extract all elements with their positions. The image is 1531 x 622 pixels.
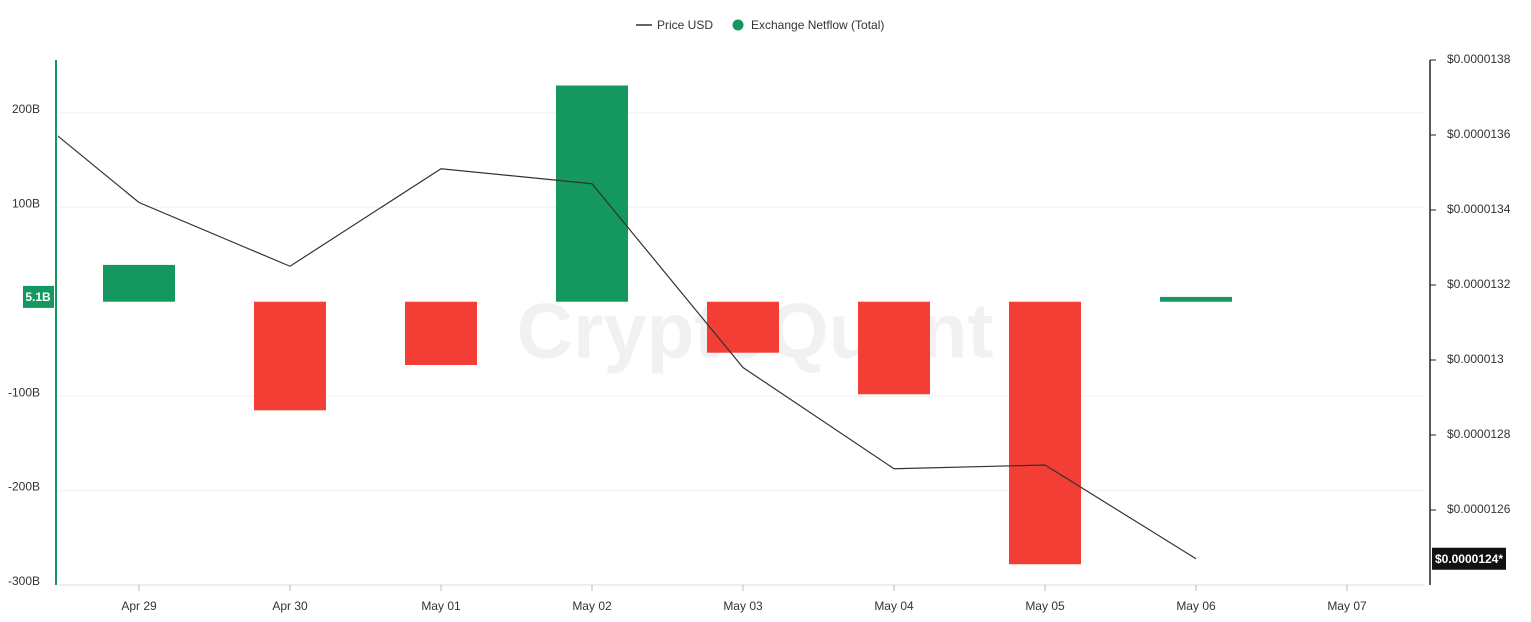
x-tick-label: May 02: [572, 599, 612, 613]
y2-tick-label: $0.0000138: [1447, 52, 1511, 66]
y-tick-label: 100B: [12, 196, 40, 210]
y-tick-label: -100B: [8, 385, 40, 399]
bar: [858, 301, 930, 395]
x-tick-label: May 07: [1327, 599, 1367, 613]
y-tick-label: -300B: [8, 574, 40, 588]
y2-tick-label: $0.0000128: [1447, 427, 1511, 441]
x-tick-label: May 04: [874, 599, 914, 613]
current-netflow-label: 5.1B: [25, 290, 51, 304]
current-price-label: $0.0000124*: [1435, 552, 1503, 566]
bar: [405, 301, 477, 365]
plot-area: [58, 85, 1232, 565]
x-tick-label: Apr 29: [121, 599, 157, 613]
bar: [1160, 296, 1232, 302]
legend-label: Price USD: [657, 18, 713, 32]
x-tick-label: May 03: [723, 599, 763, 613]
bar: [254, 301, 326, 411]
y-tick-label: 200B: [12, 102, 40, 116]
current-price-marker: [1432, 547, 1506, 570]
y2-tick-label: $0.0000136: [1447, 127, 1511, 141]
y-tick-label: -200B: [8, 480, 40, 494]
price-line: [58, 135, 1197, 560]
bar: [103, 264, 175, 302]
bar: [556, 85, 628, 302]
x-tick-label: Apr 30: [272, 599, 308, 613]
x-tick-label: May 05: [1025, 599, 1065, 613]
y2-tick-label: $0.000013: [1447, 352, 1504, 366]
x-tick-label: May 01: [421, 599, 461, 613]
y2-tick-label: $0.0000126: [1447, 502, 1511, 516]
legend-icon: [732, 19, 744, 31]
bar: [707, 301, 779, 353]
y2-tick-label: $0.0000134: [1447, 202, 1511, 216]
bar: [1009, 301, 1081, 565]
current-netflow-marker: [23, 285, 54, 308]
y2-tick-label: $0.0000132: [1447, 277, 1511, 291]
x-tick-label: May 06: [1176, 599, 1216, 613]
legend-label: Exchange Netflow (Total): [751, 18, 884, 32]
